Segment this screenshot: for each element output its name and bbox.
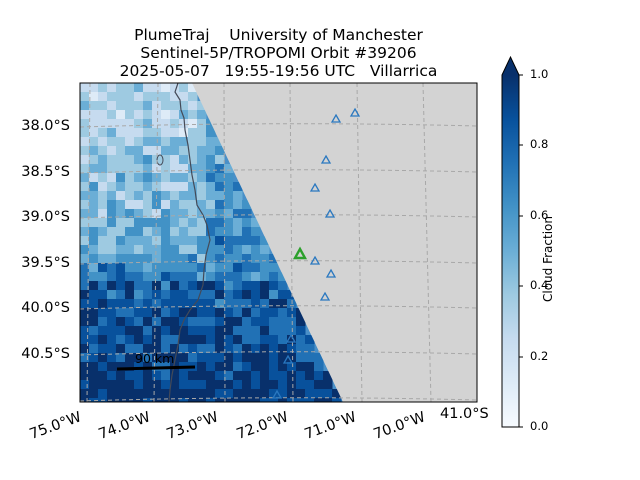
lat-tick-label-41: 41.0°S — [440, 406, 489, 422]
lat-tick-label: 40.0°S — [21, 300, 70, 316]
volcano-triangle — [309, 182, 321, 192]
scale-bar-label: 90 km — [135, 351, 175, 366]
volcano-triangle — [325, 268, 337, 278]
colorbar-extend-arrow — [502, 57, 519, 75]
scale-bar — [116, 365, 196, 371]
target-volcano-marker — [292, 246, 308, 260]
volcano-triangle — [330, 113, 342, 123]
volcano-triangle — [285, 333, 297, 343]
volcano-triangle — [324, 208, 336, 218]
colorbar — [501, 55, 523, 428]
colorbar-label: Cloud Fraction — [541, 216, 555, 302]
volcano-triangle — [319, 291, 331, 301]
volcano-markers — [271, 107, 361, 399]
title-line-3: 2025-05-07 19:55-19:56 UTC Villarrica — [119, 62, 438, 80]
colorbar-tick-label: 0.0 — [530, 419, 549, 433]
title-line-1: PlumeTraj University of Manchester — [134, 26, 423, 44]
volcano-triangle — [271, 389, 283, 399]
volcano-triangle — [309, 255, 321, 265]
volcano-triangle — [320, 154, 332, 164]
colorbar-tick-label: 0.6 — [530, 208, 549, 222]
colorbar-tick-label: 0.2 — [530, 349, 549, 363]
lat-tick-label: 39.0°S — [21, 209, 70, 225]
lat-tick-label: 38.0°S — [21, 118, 70, 134]
lat-tick-label: 40.5°S — [21, 346, 70, 362]
colorbar-frame — [501, 55, 520, 428]
lat-tick-label: 38.5°S — [21, 164, 70, 180]
coastline — [168, 83, 211, 402]
volcano-triangle — [282, 354, 294, 364]
graticule — [80, 83, 477, 402]
map-axes — [80, 83, 477, 402]
colorbar-tick-label: 1.0 — [530, 67, 549, 81]
colorbar-tick-label: 0.8 — [530, 137, 549, 151]
volcano-triangle — [349, 107, 361, 117]
map-frame — [79, 82, 478, 403]
title-line-2: Sentinel-5P/TROPOMI Orbit #39206 — [140, 44, 417, 62]
colorbar-gradient — [502, 75, 519, 427]
colorbar-tick-label: 0.4 — [530, 278, 549, 292]
cloud-fraction-swath — [80, 83, 477, 402]
lat-tick-label: 39.5°S — [21, 255, 70, 271]
